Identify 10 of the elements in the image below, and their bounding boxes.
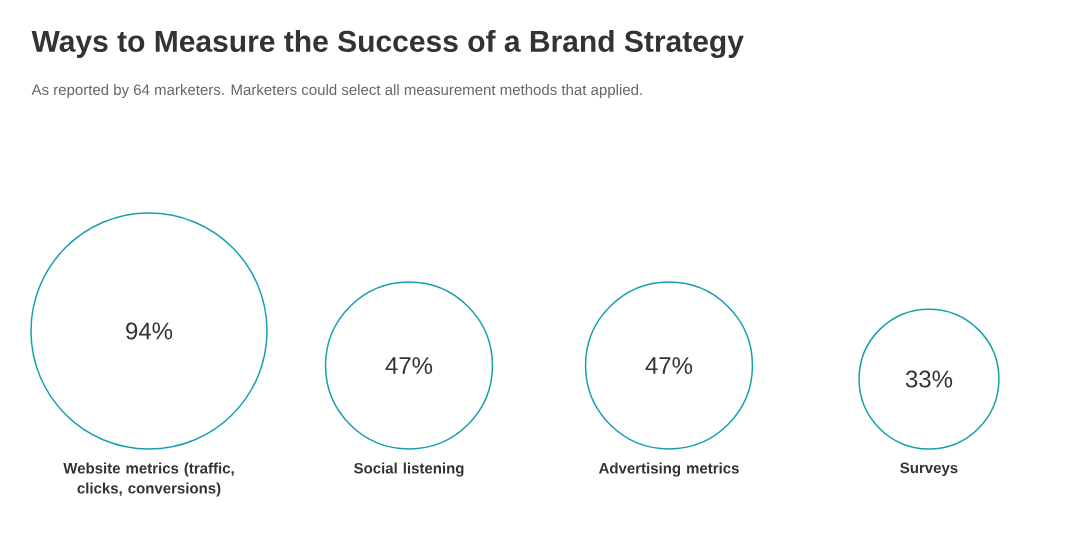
- data-label: 94%: [126, 322, 173, 340]
- category-label: Website metrics (traffic, clicks, conversions): [63, 462, 234, 497]
- category-label: Social listening: [354, 462, 464, 477]
- text: Ways to Measure the Success of a Brand Strategy: [31, 29, 744, 59]
- data-label: 47%: [385, 357, 433, 374]
- category-label: Advertising metrics: [598, 462, 739, 477]
- text: As reported by 64 marketers. Marketers could select all measurement methods that applied.: [31, 84, 642, 98]
- data-label: 33%: [905, 370, 953, 388]
- data-label: 47%: [645, 357, 693, 374]
- category-label: Surveys: [900, 462, 958, 477]
